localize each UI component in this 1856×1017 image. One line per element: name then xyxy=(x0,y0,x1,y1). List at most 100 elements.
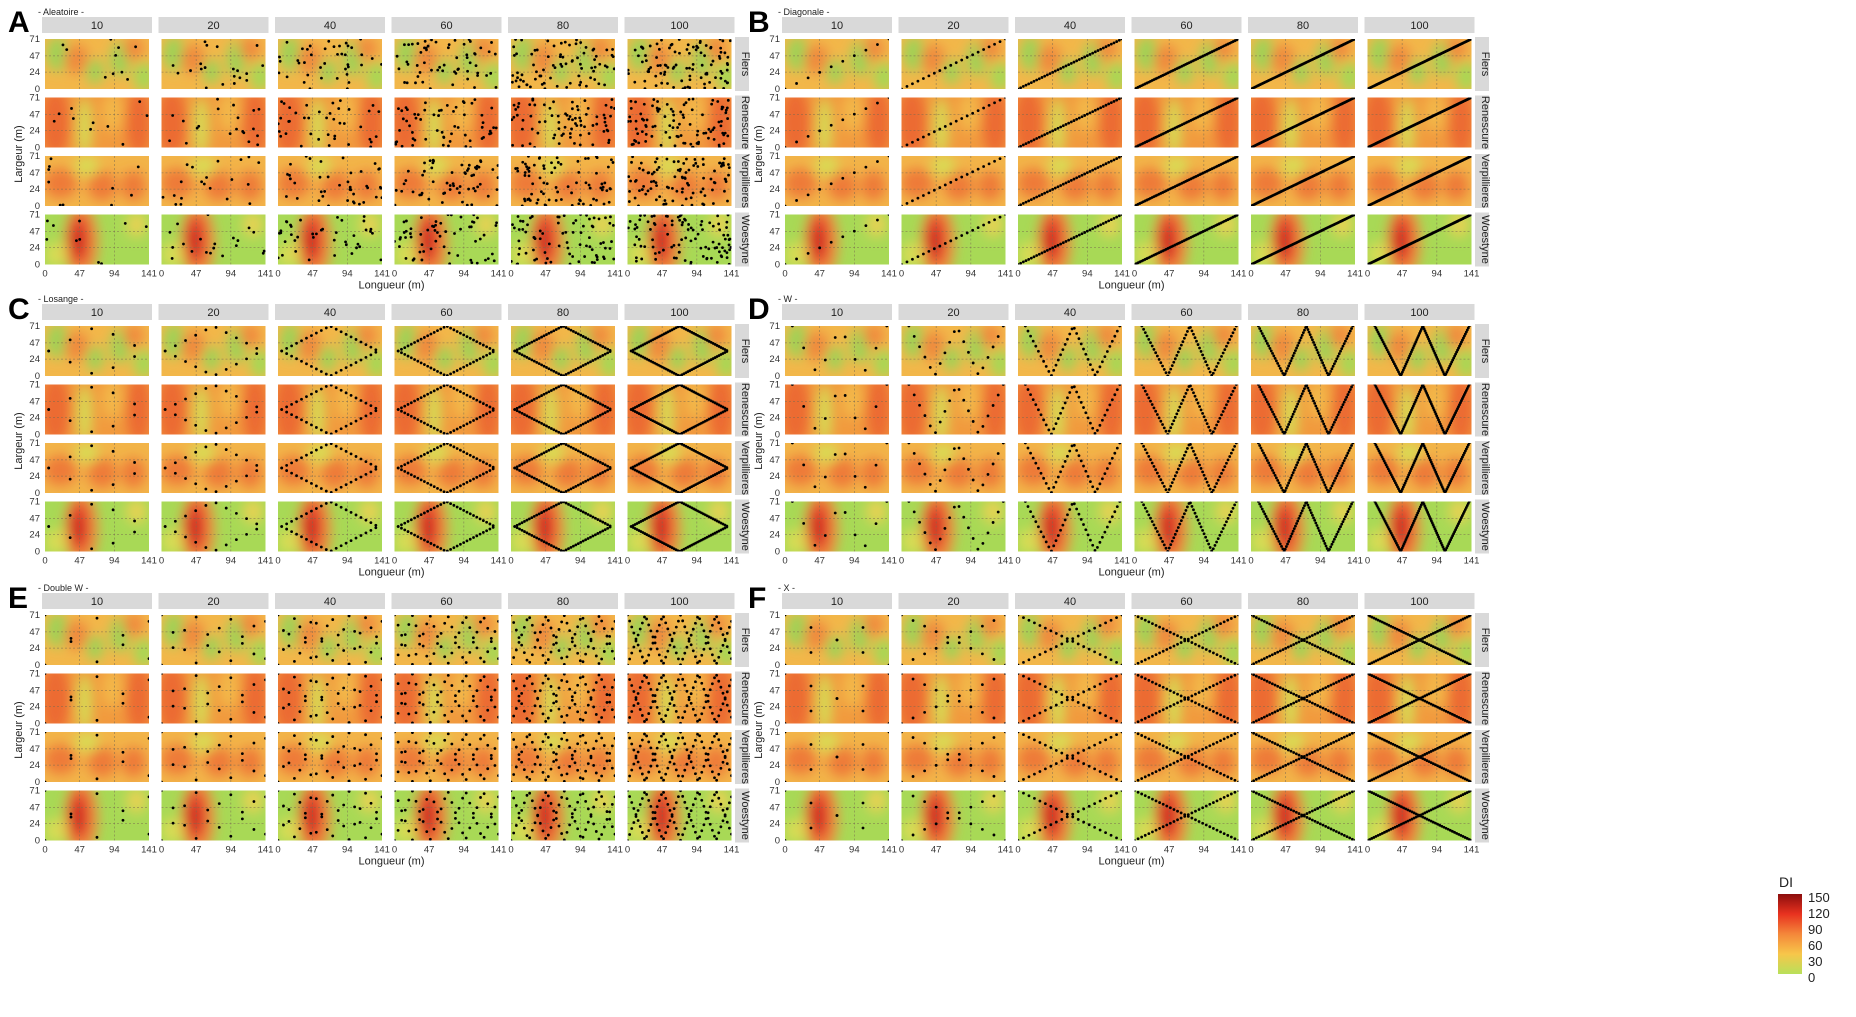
sample-point xyxy=(524,251,528,255)
sample-point xyxy=(540,511,543,514)
sample-point xyxy=(611,47,614,51)
sample-point xyxy=(520,411,524,415)
sample-point xyxy=(1027,257,1031,261)
sample-point xyxy=(334,371,338,375)
sample-point xyxy=(68,360,72,364)
sample-point xyxy=(1069,120,1073,124)
sample-point xyxy=(1056,126,1060,130)
sample-point xyxy=(987,220,991,224)
heatmap-cell xyxy=(1134,326,1239,376)
sample-point xyxy=(362,201,366,204)
sample-point xyxy=(1101,46,1105,50)
sample-point xyxy=(603,346,607,350)
heatmap-blob xyxy=(482,61,499,89)
x-tick-label: 94 xyxy=(575,556,586,567)
sample-point xyxy=(1040,76,1044,79)
sample-point xyxy=(409,473,413,477)
sample-point xyxy=(356,242,360,246)
heatmap-blob xyxy=(63,44,89,74)
sample-point xyxy=(120,70,124,74)
sample-point xyxy=(1339,349,1342,353)
sample-point xyxy=(591,515,595,519)
sample-point xyxy=(1269,349,1273,353)
sample-point xyxy=(285,464,289,467)
sample-point xyxy=(1051,246,1055,250)
sample-point xyxy=(685,48,689,51)
sample-point xyxy=(598,413,602,417)
sample-point xyxy=(610,240,613,243)
sample-point xyxy=(574,543,578,547)
heatmap-blob xyxy=(359,384,382,435)
sample-point xyxy=(584,84,588,88)
sample-point xyxy=(598,402,602,406)
sample-point xyxy=(576,483,580,487)
row-label: Woestyne xyxy=(739,215,751,264)
sample-point xyxy=(432,447,436,451)
heatmap-blob xyxy=(280,39,301,72)
sample-point xyxy=(552,44,556,48)
sample-point xyxy=(236,239,240,242)
sample-point xyxy=(1213,368,1217,372)
heatmap-blob xyxy=(1251,168,1284,199)
sample-point xyxy=(518,469,521,472)
sample-point xyxy=(359,39,363,41)
sample-point xyxy=(585,244,588,248)
sample-point xyxy=(455,187,459,190)
x-tick-label: 0 xyxy=(508,556,513,567)
heatmap-blob xyxy=(785,97,810,148)
sample-point xyxy=(637,141,641,145)
sample-point xyxy=(806,251,810,255)
sample-point xyxy=(445,501,449,504)
y-tick-label: 0 xyxy=(35,260,40,271)
sample-point xyxy=(433,229,437,232)
sample-point xyxy=(601,403,605,407)
sample-point xyxy=(666,82,669,85)
sample-point xyxy=(671,126,675,130)
sample-point xyxy=(465,53,469,57)
sample-point xyxy=(189,69,192,72)
sample-point xyxy=(1029,256,1033,260)
sample-point xyxy=(173,519,177,523)
sample-point xyxy=(521,144,524,148)
sample-point xyxy=(605,65,609,69)
sample-point xyxy=(694,237,697,241)
sample-point xyxy=(627,120,630,123)
sample-point xyxy=(564,431,568,435)
sample-point xyxy=(954,178,958,182)
sample-point xyxy=(1315,348,1319,352)
sample-point xyxy=(1004,39,1006,41)
sample-point xyxy=(441,143,445,147)
sample-point xyxy=(722,133,726,137)
sample-point xyxy=(439,221,443,225)
sample-point xyxy=(587,132,591,135)
heatmap-blob xyxy=(552,59,570,84)
sample-point xyxy=(540,539,543,542)
sample-point xyxy=(374,526,378,530)
sample-point xyxy=(562,214,566,217)
sample-point xyxy=(171,114,175,117)
sample-point xyxy=(469,258,473,262)
sample-point xyxy=(429,247,433,251)
sample-point xyxy=(1237,39,1239,41)
sample-point xyxy=(442,136,446,139)
x-tick-label: 47 xyxy=(1397,269,1408,280)
sample-point xyxy=(533,103,537,107)
sample-point xyxy=(413,475,416,478)
sample-point xyxy=(374,195,378,199)
sample-point xyxy=(329,549,333,552)
heatmap-blob xyxy=(1339,61,1355,89)
heatmap-cell xyxy=(394,214,499,265)
sample-point xyxy=(234,479,238,483)
sample-point xyxy=(452,445,456,449)
sample-point xyxy=(594,533,597,537)
sample-point xyxy=(278,122,280,126)
heatmap-blob xyxy=(1443,171,1469,201)
sample-point xyxy=(538,229,542,233)
sample-point xyxy=(255,522,259,526)
x-tick-label: 141 xyxy=(998,269,1014,280)
sample-point xyxy=(344,332,348,336)
sample-point xyxy=(540,422,543,425)
sample-point xyxy=(468,479,472,483)
sample-point xyxy=(1051,129,1055,133)
sample-point xyxy=(520,127,524,131)
